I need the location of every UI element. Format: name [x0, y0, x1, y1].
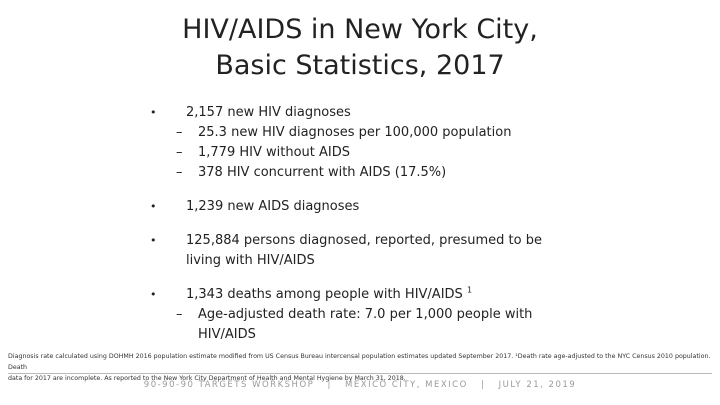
sub-bullet-text-line-1: Age-adjusted death rate: 7.0 per 1,000 p…: [198, 307, 533, 322]
workshop-name: 90-90-90 TARGETS WORKSHOP: [143, 380, 315, 390]
footnote-line-1: Diagnosis rate calculated using DOHMH 20…: [8, 353, 711, 371]
footer-divider: [8, 373, 712, 374]
bullet-icon: •: [150, 288, 157, 301]
footnote-line-2: data for 2017 are incomplete. As reporte…: [8, 375, 406, 382]
bullet-text: 2,157 new HIV diagnoses: [186, 105, 351, 120]
bullet-icon: •: [150, 200, 157, 213]
sub-bullet-text: 25.3 new HIV diagnoses per 100,000 popul…: [198, 125, 512, 140]
sub-bullet-item: – 378 HIV concurrent with AIDS (17.5%): [148, 163, 668, 183]
bullet-text: 1,239 new AIDS diagnoses: [186, 199, 360, 214]
bullet-text: 1,343 deaths among people with HIV/AIDS: [186, 287, 463, 302]
bullet-item: • 1,343 deaths among people with HIV/AID…: [148, 285, 668, 305]
bullet-item: • 125,884 persons diagnosed, reported, p…: [148, 231, 668, 271]
bullet-icon: •: [150, 234, 157, 247]
dash-icon: –: [176, 307, 183, 322]
sub-bullet-text-line-2: HIV/AIDS: [198, 327, 256, 342]
workshop-footer: 90-90-90 TARGETS WORKSHOP | MEXICO CITY,…: [0, 380, 720, 390]
workshop-location: MEXICO CITY, MEXICO: [345, 380, 468, 390]
sub-bullet-item: – 1,779 HIV without AIDS: [148, 143, 668, 163]
footnote: Diagnosis rate calculated using DOHMH 20…: [8, 351, 714, 384]
bullet-item: • 1,239 new AIDS diagnoses: [148, 197, 668, 217]
dash-icon: –: [176, 125, 183, 140]
dash-icon: –: [176, 145, 183, 160]
footer-separator: |: [481, 380, 486, 390]
title-line-1: HIV/AIDS in New York City,: [182, 14, 538, 45]
bullet-list: • 2,157 new HIV diagnoses – 25.3 new HIV…: [148, 103, 668, 345]
bullet-item: • 2,157 new HIV diagnoses: [148, 103, 668, 123]
sub-bullet-text: 1,779 HIV without AIDS: [198, 145, 350, 160]
bullet-text-line-2: living with HIV/AIDS: [186, 253, 315, 268]
sub-bullet-item: – 25.3 new HIV diagnoses per 100,000 pop…: [148, 123, 668, 143]
bullet-icon: •: [150, 106, 157, 119]
footer-separator: |: [327, 380, 332, 390]
dash-icon: –: [176, 165, 183, 180]
sub-bullet-item: – Age-adjusted death rate: 7.0 per 1,000…: [148, 305, 668, 345]
workshop-date: JULY 21, 2019: [498, 380, 577, 390]
slide-title: HIV/AIDS in New York City, Basic Statist…: [60, 12, 660, 84]
title-line-2: Basic Statistics, 2017: [215, 50, 505, 81]
bullet-text-line-1: 125,884 persons diagnosed, reported, pre…: [186, 233, 542, 248]
sub-bullet-text: 378 HIV concurrent with AIDS (17.5%): [198, 165, 447, 180]
footnote-marker: 1: [466, 285, 473, 295]
